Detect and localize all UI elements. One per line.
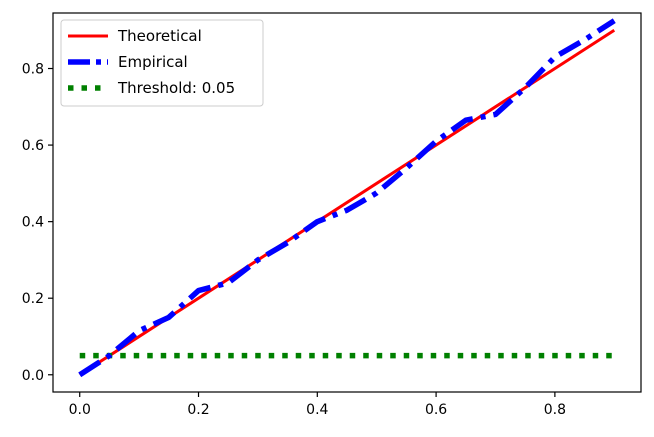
y-tick-label: 0.6 [22,138,44,154]
series-layer [78,18,616,378]
y-tick-label: 0.8 [22,62,44,78]
legend-box [60,19,264,107]
y-tick-label: 0.4 [22,215,44,231]
series-line-2 [78,18,616,378]
y-tick-label: 0.2 [22,291,44,307]
axes-layer: 0.0 0.2 0.4 0.6 0.8 0.0 0.2 0.4 0.6 0.8 [22,12,642,418]
legend-label-1: Theoretical [117,27,202,45]
x-tick-label: 0.6 [425,402,447,418]
x-tick-label: 0.8 [544,402,566,418]
legend: Theoretical Empirical Threshold: 0.05 [60,19,264,107]
legend-label-3: Threshold: 0.05 [117,79,235,97]
legend-label-2: Empirical [118,53,188,71]
plot-frame [52,12,642,393]
x-tick-label: 0.2 [187,402,209,418]
x-tick-label: 0.0 [69,402,91,418]
x-tick-label: 0.4 [306,402,328,418]
y-tick-label: 0.0 [22,368,44,384]
